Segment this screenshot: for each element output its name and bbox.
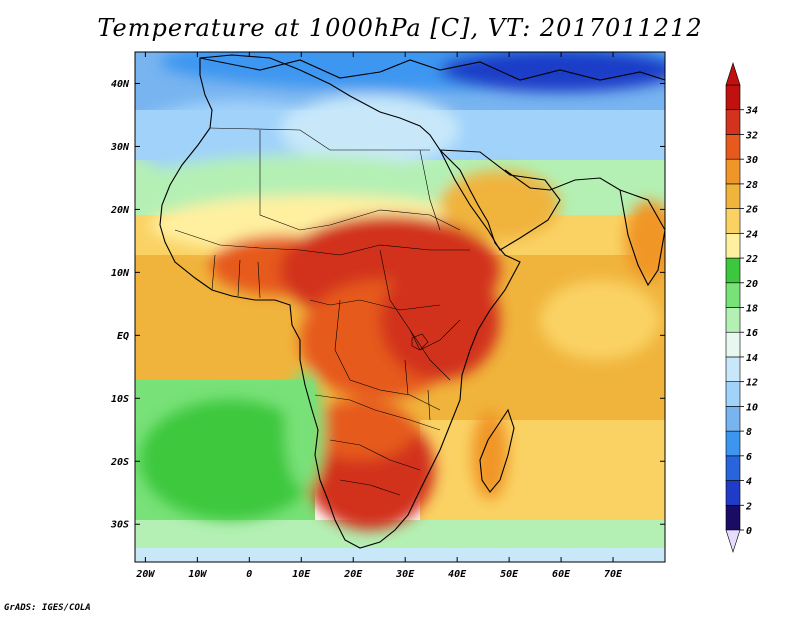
border-west xyxy=(211,254,261,299)
border-central-1 xyxy=(309,299,441,311)
warm-india xyxy=(625,200,665,280)
lon-label: 40E xyxy=(448,569,467,580)
colorbar-swatch xyxy=(725,381,741,407)
colorbar-swatch xyxy=(725,282,741,308)
lat-label: 10N xyxy=(111,268,130,279)
border-south-1 xyxy=(314,394,441,431)
colorbar-label: 0 xyxy=(746,526,752,537)
colorbar-label: 30 xyxy=(745,155,758,166)
lat-label: 20S xyxy=(110,457,129,468)
colorbar-swatch xyxy=(725,331,741,358)
lat-label: 20N xyxy=(110,205,130,216)
coastline-layer xyxy=(159,54,665,549)
india xyxy=(619,189,665,287)
colorbar-label: 8 xyxy=(746,427,752,438)
colorbar-swatch xyxy=(725,356,741,382)
borders-layer xyxy=(174,127,470,496)
colorbar-label: 32 xyxy=(745,130,758,141)
lat-label: EQ xyxy=(117,331,129,342)
map-title: Temperature at 1000hPa [C], VT: 20170112… xyxy=(97,14,703,42)
colorbar-label: 26 xyxy=(745,205,758,216)
border-south-3 xyxy=(339,479,401,496)
persian-gulf xyxy=(504,169,621,191)
lon-label: 10E xyxy=(292,569,311,580)
border-east xyxy=(409,319,461,351)
colorbar-swatch xyxy=(725,183,741,209)
lon-label: 70E xyxy=(604,569,623,580)
lake-malawi xyxy=(427,389,431,421)
colorbar-swatch xyxy=(725,257,741,284)
lat-label: 40N xyxy=(111,79,130,90)
border-south-2 xyxy=(329,439,421,471)
colorbar-swatch xyxy=(725,109,741,135)
colorbar-label: 34 xyxy=(745,106,758,117)
colorbar-label: 28 xyxy=(745,180,758,191)
lake-victoria xyxy=(411,333,429,351)
lon-label: 20E xyxy=(343,569,363,580)
border-central-2 xyxy=(334,299,441,411)
colorbar-swatch xyxy=(725,307,741,333)
warm-arabian-sea xyxy=(540,280,660,360)
colorbar-label: 24 xyxy=(745,229,758,240)
cool-sahara xyxy=(150,155,450,205)
lon-label: 10W xyxy=(188,569,207,580)
europe-south xyxy=(199,57,665,81)
arabia xyxy=(439,149,561,251)
colorbar-swatch xyxy=(725,84,741,111)
lat-axis: 40N 30N 20N 10N EQ 10S 20S 30S xyxy=(110,79,665,531)
lake-tanganyika xyxy=(404,359,409,396)
border-sahara-1 xyxy=(209,127,430,151)
colorbar-swatch xyxy=(725,480,741,506)
colorbar-swatch xyxy=(725,455,741,481)
lat-label: 10S xyxy=(111,394,129,405)
colorbar-label: 2 xyxy=(745,501,752,512)
green-benguela xyxy=(285,370,325,490)
warm-madagascar xyxy=(472,410,508,500)
lon-label: 20W xyxy=(135,569,155,580)
hot-east-africa xyxy=(380,260,500,380)
lon-label: 30E xyxy=(395,569,415,580)
colorbar-label: 6 xyxy=(746,452,752,463)
colorbar-label: 12 xyxy=(746,378,758,389)
temperature-field xyxy=(135,52,665,562)
plot-frame xyxy=(134,51,666,563)
border-sahara-2 xyxy=(259,130,461,231)
green-south-atlantic xyxy=(140,400,320,520)
colorbar-label: 10 xyxy=(746,402,758,413)
colorbar-swatch xyxy=(725,158,741,185)
colorbar-label: 18 xyxy=(746,304,758,315)
colorbar-under-arrow xyxy=(725,529,741,553)
colorbar-label: 22 xyxy=(745,254,758,265)
colorbar-label: 20 xyxy=(745,279,758,290)
lon-label: 0 xyxy=(246,569,252,580)
colorbar-label: 14 xyxy=(746,353,758,364)
lat-label: 30S xyxy=(110,520,129,531)
colorbar-label: 16 xyxy=(746,328,758,339)
colorbar-swatch xyxy=(725,430,741,457)
colorbar-label: 4 xyxy=(746,477,752,488)
colorbar-over-arrow xyxy=(725,62,741,86)
credit-text: GrADS: IGES/COLA xyxy=(4,603,91,613)
border-sahel xyxy=(174,229,470,256)
lon-label: 60E xyxy=(552,569,571,580)
madagascar xyxy=(479,408,515,493)
lon-label: 50E xyxy=(500,569,519,580)
colorbar-swatch xyxy=(725,504,741,531)
colorbar-swatch xyxy=(725,208,741,234)
ocean-band-southmost xyxy=(135,548,665,562)
nile-valley xyxy=(419,149,441,231)
lon-axis: 20W 10W 0 10E 20E 30E 40E 50E 60E 70E xyxy=(135,52,623,580)
hot-kalahari xyxy=(305,400,415,460)
cold-sahara-east xyxy=(280,95,460,165)
colorbar-swatch xyxy=(725,134,741,160)
lat-label: 30N xyxy=(110,142,130,153)
colorbar-swatch xyxy=(725,233,741,259)
colorbar-swatch xyxy=(725,406,741,432)
